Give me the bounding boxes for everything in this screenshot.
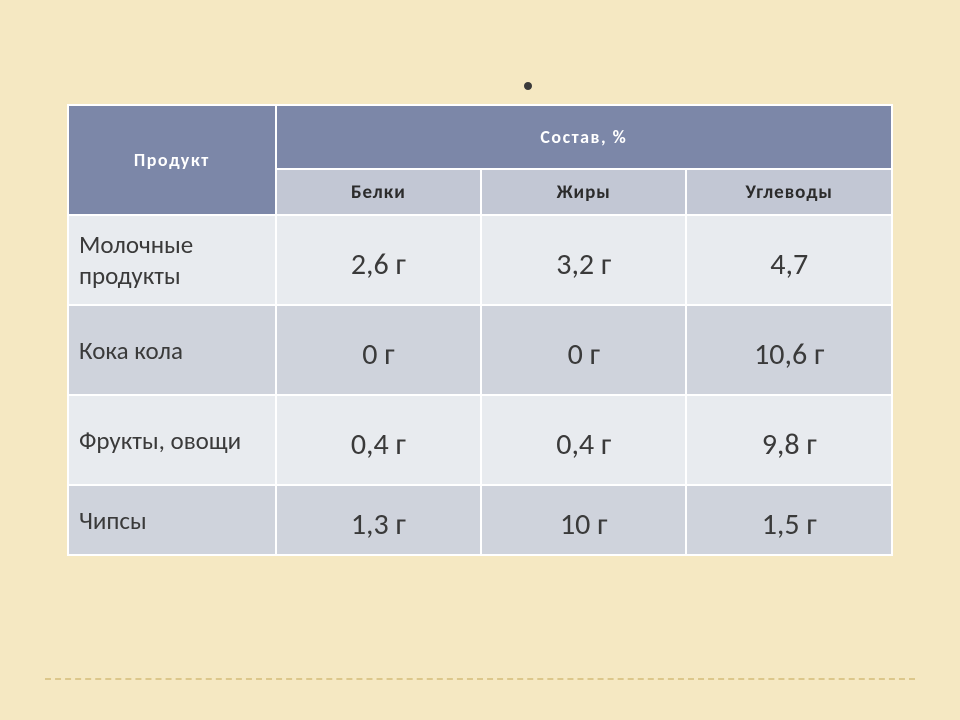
table-row: Фрукты, овощи 0,4 г 0,4 г 9,8 г <box>68 395 892 485</box>
cell-proteins: 2,6 г <box>276 215 481 305</box>
col-header-composition: Состав, % <box>276 105 892 169</box>
cell-product: Кока кола <box>68 305 276 395</box>
cell-carbs: 1,5 г <box>686 485 892 555</box>
table-row: Молочные продукты 2,6 г 3,2 г 4,7 <box>68 215 892 305</box>
cell-fats: 0 г <box>481 305 686 395</box>
cell-fats: 10 г <box>481 485 686 555</box>
col-header-fats: Жиры <box>481 169 686 215</box>
cell-proteins: 1,3 г <box>276 485 481 555</box>
cell-carbs: 10,6 г <box>686 305 892 395</box>
cell-product: Молочные продукты <box>68 215 276 305</box>
cell-carbs: 9,8 г <box>686 395 892 485</box>
cell-fats: 0,4 г <box>481 395 686 485</box>
table-header-row-1: Продукт Состав, % <box>68 105 892 169</box>
cell-product: Чипсы <box>68 485 276 555</box>
cell-proteins: 0 г <box>276 305 481 395</box>
col-header-product: Продукт <box>68 105 276 215</box>
table-row: Чипсы 1,3 г 10 г 1,5 г <box>68 485 892 555</box>
nutrition-table: Продукт Состав, % Белки Жиры Углеводы Мо… <box>67 104 893 556</box>
col-header-carbs: Углеводы <box>686 169 892 215</box>
cell-proteins: 0,4 г <box>276 395 481 485</box>
divider-line <box>45 678 915 680</box>
cell-product: Фрукты, овощи <box>68 395 276 485</box>
col-header-proteins: Белки <box>276 169 481 215</box>
table-row: Кока кола 0 г 0 г 10,6 г <box>68 305 892 395</box>
cell-carbs: 4,7 <box>686 215 892 305</box>
bullet-dot <box>524 82 532 90</box>
cell-fats: 3,2 г <box>481 215 686 305</box>
